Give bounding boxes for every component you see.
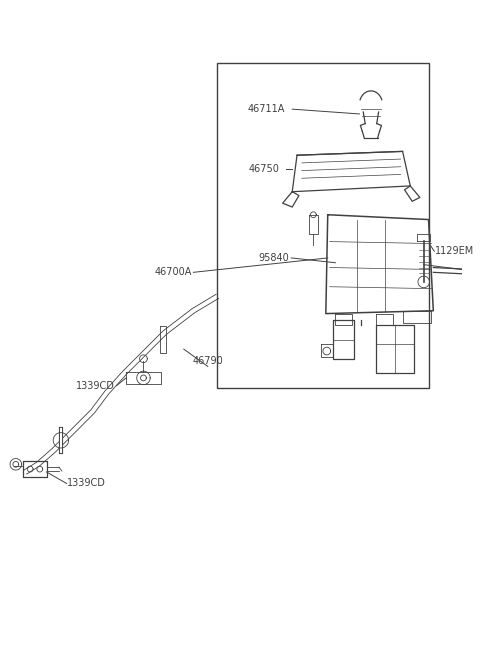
Text: 46700A: 46700A <box>154 268 192 277</box>
Text: 1339CD: 1339CD <box>67 478 106 489</box>
Bar <box>217 63 429 388</box>
Text: 95840: 95840 <box>259 253 289 263</box>
Text: 1129EM: 1129EM <box>435 246 475 256</box>
Text: 46750: 46750 <box>249 163 280 174</box>
Text: 46790: 46790 <box>192 356 223 367</box>
Text: 1339CD: 1339CD <box>76 380 115 390</box>
Text: 46711A: 46711A <box>247 104 285 114</box>
